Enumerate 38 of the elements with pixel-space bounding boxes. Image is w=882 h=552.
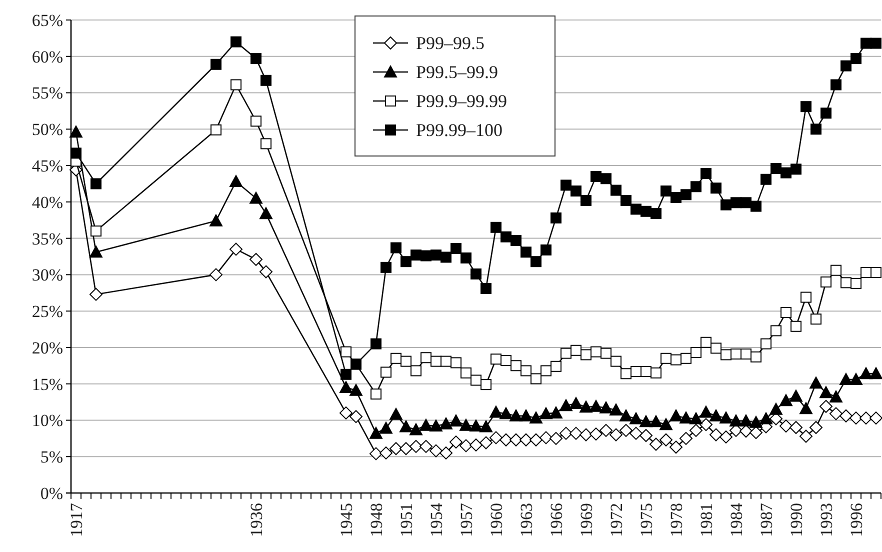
x-tick-label: 1963 xyxy=(516,503,536,537)
y-tick-label: 50% xyxy=(32,120,63,140)
x-tick-label: 1972 xyxy=(606,503,626,537)
y-tick-label: 35% xyxy=(32,229,63,248)
y-tick-label: 45% xyxy=(32,156,63,176)
y-tick-label: 10% xyxy=(32,411,63,430)
y-tick-label: 25% xyxy=(32,302,63,322)
x-tick-label: 1954 xyxy=(426,502,446,537)
y-tick-label: 55% xyxy=(32,84,63,103)
y-tick-label: 20% xyxy=(32,338,63,358)
y-tick-label: 5% xyxy=(40,448,63,467)
x-tick-label: 1975 xyxy=(636,503,656,537)
x-tick-label: 1984 xyxy=(726,502,746,537)
y-tick-label: 40% xyxy=(32,192,63,212)
y-tick-label: 0% xyxy=(40,484,63,503)
x-tick-label: 1951 xyxy=(396,503,416,537)
x-tick-label: 1917 xyxy=(66,502,86,537)
x-tick-label: 1945 xyxy=(336,503,356,537)
legend-label: P99.5–99.9 xyxy=(416,62,498,82)
x-tick-label: 1936 xyxy=(246,503,266,537)
x-tick-label: 1987 xyxy=(756,502,776,537)
x-tick-label: 1996 xyxy=(846,503,866,537)
x-tick-label: 1960 xyxy=(486,503,506,537)
y-tick-label: 65% xyxy=(32,10,63,30)
y-tick-label: 60% xyxy=(32,47,63,66)
x-tick-label: 1990 xyxy=(786,503,806,537)
x-tick-label: 1948 xyxy=(366,503,386,537)
legend-label: P99.9–99.99 xyxy=(416,91,508,111)
x-tick-label: 1957 xyxy=(456,502,476,537)
x-tick-label: 1993 xyxy=(816,503,836,537)
y-tick-label: 15% xyxy=(32,374,63,394)
x-tick-label: 1969 xyxy=(576,503,596,537)
legend-label: P99.99–100 xyxy=(416,120,503,140)
legend-label: P99–99.5 xyxy=(416,33,485,53)
x-tick-label: 1981 xyxy=(696,503,716,537)
y-tick-label: 30% xyxy=(32,266,63,285)
x-tick-label: 1978 xyxy=(666,503,686,537)
x-tick-label: 1966 xyxy=(546,503,566,537)
